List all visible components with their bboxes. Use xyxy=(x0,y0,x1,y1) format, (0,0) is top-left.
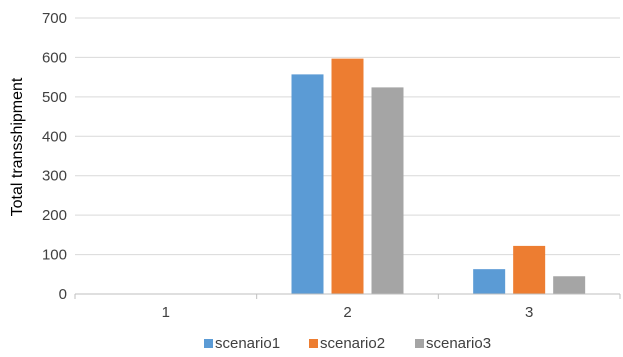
x-axis: 1 2 3 xyxy=(74,293,621,321)
x-tick-label: 3 xyxy=(525,304,533,321)
legend-label: scenario1 xyxy=(215,335,280,352)
bar-scenario2-3 xyxy=(513,245,546,294)
bars xyxy=(291,58,586,295)
bar-scenario3-3 xyxy=(553,276,586,294)
legend-swatch-scenario3 xyxy=(415,339,424,348)
legend-swatch-scenario2 xyxy=(309,339,318,348)
y-tick-label: 300 xyxy=(42,168,67,185)
legend-swatch-scenario1 xyxy=(204,339,213,348)
legend-label: scenario3 xyxy=(426,335,491,352)
legend-label: scenario2 xyxy=(320,335,385,352)
y-axis: 0 100 200 300 400 500 600 700 xyxy=(42,10,67,303)
bar-scenario1-3 xyxy=(473,269,506,294)
y-tick-label: 600 xyxy=(42,49,67,66)
bar-scenario2-2 xyxy=(331,58,364,295)
x-tick-label: 2 xyxy=(343,304,351,321)
y-tick-label: 100 xyxy=(42,247,67,264)
y-tick-label: 200 xyxy=(42,207,67,224)
bar-scenario3-2 xyxy=(371,87,404,294)
y-tick-label: 0 xyxy=(59,286,67,303)
y-tick-label: 500 xyxy=(42,89,67,106)
bar-scenario1-2 xyxy=(291,74,324,294)
y-tick-label: 400 xyxy=(42,128,67,145)
y-tick-label: 700 xyxy=(42,10,67,27)
legend: scenario1 scenario2 scenario3 xyxy=(204,335,491,352)
y-axis-label: Total transshipment xyxy=(9,77,26,216)
x-tick-label: 1 xyxy=(162,304,170,321)
